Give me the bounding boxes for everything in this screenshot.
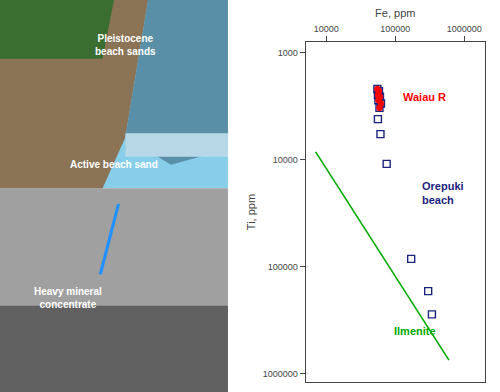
svg-text:Active beach sand: Active beach sand <box>70 159 158 170</box>
svg-text:1000: 1000 <box>278 48 298 58</box>
svg-text:10000: 10000 <box>273 155 298 165</box>
svg-text:Ilmenite: Ilmenite <box>394 325 436 337</box>
svg-text:Fe, ppm: Fe, ppm <box>375 7 415 19</box>
svg-text:Orepukibeach: Orepukibeach <box>422 180 464 206</box>
svg-text:1000000: 1000000 <box>263 369 298 379</box>
svg-text:Heavy mineralconcentrate: Heavy mineralconcentrate <box>34 286 102 310</box>
svg-text:10000: 10000 <box>314 24 339 34</box>
svg-text:Waiau R: Waiau R <box>403 91 446 103</box>
svg-text:1000000: 1000000 <box>447 24 482 34</box>
svg-text:Ti, ppm: Ti, ppm <box>245 194 257 230</box>
svg-text:Pleistocenebeach sands: Pleistocenebeach sands <box>95 33 156 57</box>
svg-text:100000: 100000 <box>380 24 410 34</box>
svg-text:100000: 100000 <box>268 262 298 272</box>
